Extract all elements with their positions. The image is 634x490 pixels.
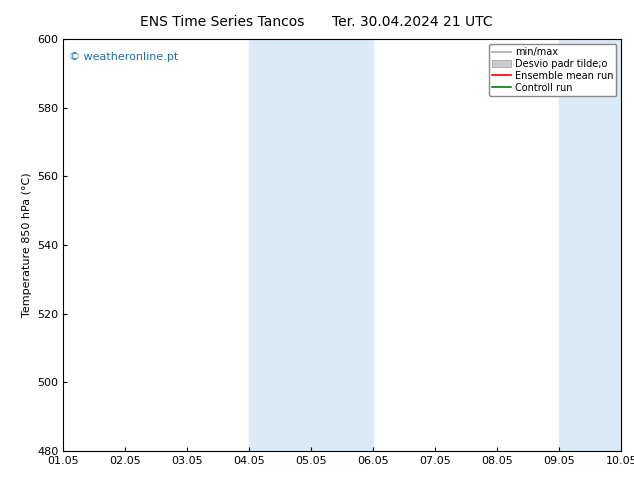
Text: © weatheronline.pt: © weatheronline.pt bbox=[69, 51, 178, 62]
Text: Ter. 30.04.2024 21 UTC: Ter. 30.04.2024 21 UTC bbox=[332, 15, 493, 29]
Text: ENS Time Series Tancos: ENS Time Series Tancos bbox=[139, 15, 304, 29]
Y-axis label: Temperature 850 hPa (°C): Temperature 850 hPa (°C) bbox=[22, 172, 32, 318]
Bar bbox=[249, 39, 373, 451]
Legend: min/max, Desvio padr tilde;o, Ensemble mean run, Controll run: min/max, Desvio padr tilde;o, Ensemble m… bbox=[489, 44, 616, 96]
Bar bbox=[559, 39, 621, 451]
